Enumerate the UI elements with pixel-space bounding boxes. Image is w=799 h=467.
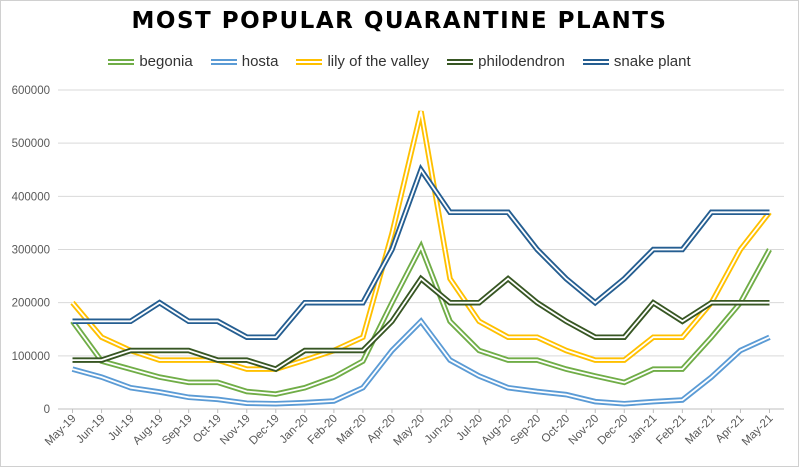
legend-label-snake-plant: snake plant <box>613 53 691 70</box>
x-tick-label: Dec-20 <box>596 413 631 448</box>
legend-swatch-begonia <box>108 58 135 65</box>
series-line-inner-lily-of-the-valley <box>71 111 771 371</box>
x-tick-label: Dec-19 <box>247 413 282 448</box>
legend-item-hosta: hosta <box>210 53 279 70</box>
x-tick-label: Aug-19 <box>131 413 166 448</box>
x-tick-label: Jan-21 <box>626 413 659 446</box>
y-tick-label: 400000 <box>12 191 50 203</box>
y-tick-label: 500000 <box>12 138 50 150</box>
legend-swatch-hosta <box>210 58 237 65</box>
x-tick-label: Aug-20 <box>480 413 515 448</box>
chart-title: MOST POPULAR QUARANTINE PLANTS <box>131 8 668 34</box>
x-tick-label: Mar-20 <box>335 413 369 447</box>
series-line-lily-of-the-valley <box>70 110 772 372</box>
series-line-inner-snake-plant <box>72 167 770 339</box>
x-tick-label: Sep-19 <box>160 413 195 448</box>
legend-swatch-philodendron <box>447 58 474 65</box>
legend-label-lily-of-the-valley: lily of the valley <box>327 53 430 70</box>
y-tick-label: 200000 <box>12 298 50 310</box>
y-tick-label: 600000 <box>12 85 50 97</box>
legend-label-begonia: begonia <box>139 53 193 70</box>
legend-swatch-lily-of-the-valley <box>296 58 323 65</box>
legend-item-lily-of-the-valley: lily of the valley <box>296 53 429 70</box>
x-tick-label: Mar-21 <box>683 413 717 447</box>
x-tick-label: Jan-20 <box>278 413 311 446</box>
x-tick-label: Nov-19 <box>218 413 253 448</box>
legend-label-philodendron: philodendron <box>478 53 565 70</box>
series-line-inner-philodendron <box>72 277 770 371</box>
x-tick-label: Sep-20 <box>509 413 544 448</box>
y-tick-label: 0 <box>44 404 50 416</box>
legend-item-begonia: begonia <box>108 53 193 70</box>
x-tick-label: May-19 <box>43 413 79 449</box>
x-tick-label: Jun-19 <box>74 413 107 446</box>
legend-item-snake-plant: snake plant <box>582 53 691 70</box>
legend-label-hosta: hosta <box>241 53 279 70</box>
x-tick-label: May-20 <box>392 413 428 449</box>
legend-swatch-snake-plant <box>582 58 609 65</box>
series-line-inner-hosta <box>72 319 770 405</box>
series-line-inner-begonia <box>71 244 771 396</box>
x-tick-label: Feb-21 <box>654 413 688 447</box>
x-tick-label: May-21 <box>740 413 776 449</box>
y-tick-label: 300000 <box>12 245 50 257</box>
x-tick-label: Feb-20 <box>306 413 340 447</box>
legend-item-philodendron: philodendron <box>447 53 565 70</box>
legend: begonia hosta lily of the valley philode… <box>0 53 799 70</box>
x-tick-label: Nov-20 <box>567 413 602 448</box>
y-tick-label: 100000 <box>12 351 50 363</box>
x-tick-label: Jun-20 <box>423 413 456 446</box>
